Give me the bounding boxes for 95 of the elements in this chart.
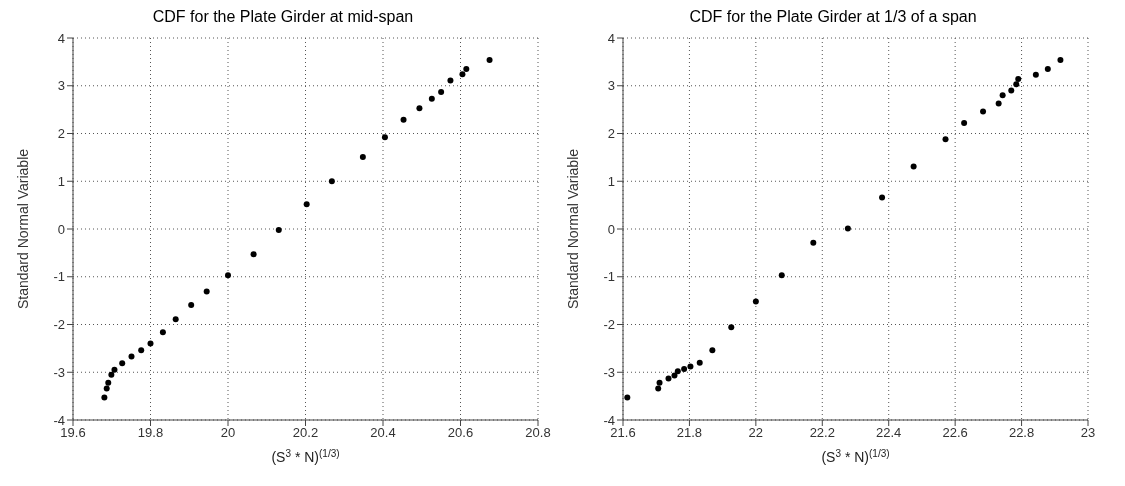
x-tick-label: 20.2 (292, 425, 319, 441)
y-axis-title: Standard Normal Variable (14, 148, 31, 310)
point (879, 194, 886, 201)
point (752, 298, 759, 305)
x-tick-label: 21.8 (676, 425, 703, 441)
point (1008, 87, 1015, 94)
point (359, 153, 366, 160)
point (108, 371, 115, 378)
x-axis-title: (S$^{3}$ * N)$^{(1/3)}$ (821, 447, 890, 465)
x-tick-label: 20.6 (447, 425, 474, 441)
point (463, 66, 470, 73)
point (101, 394, 108, 401)
chart-title: CDF for the Plate Girder at 1/3 of a span (688, 8, 978, 27)
y-tick-label: 0 (607, 221, 615, 237)
point (961, 120, 968, 126)
y-tick-label: -3 (603, 364, 615, 380)
x-tick-label: 21.6 (610, 425, 636, 441)
point (1044, 66, 1051, 73)
y-tick-label: 3 (607, 78, 615, 94)
point (428, 95, 435, 102)
y-tick-label: -1 (603, 269, 615, 285)
y-tick-label: -2 (603, 317, 615, 333)
x-tick-label: 19.8 (137, 425, 164, 441)
point (1032, 71, 1039, 78)
point (995, 100, 1002, 107)
point (303, 201, 310, 208)
x-tick-label: 22.6 (942, 425, 968, 441)
point (1057, 56, 1064, 63)
point (381, 134, 388, 141)
point (111, 366, 118, 373)
point (624, 394, 631, 401)
point (105, 379, 112, 386)
point (665, 375, 672, 382)
x-tick-label: 22 (748, 425, 764, 441)
y-tick-label: 1 (607, 173, 615, 189)
point (696, 359, 703, 366)
y-tick-label: -1 (53, 269, 65, 285)
point (671, 372, 678, 379)
point (188, 301, 195, 308)
point (103, 385, 110, 392)
x-axis-title: (S$^{3}$ * N)$^{(1/3)}$ (271, 447, 340, 465)
y-axis-title: Standard Normal Variable (564, 148, 581, 310)
point (225, 272, 231, 279)
y-tick-label: -4 (603, 412, 615, 428)
point (709, 347, 716, 354)
point (159, 329, 166, 336)
point (147, 340, 154, 347)
y-tick-label: -2 (53, 317, 65, 333)
point (138, 347, 145, 354)
point (674, 368, 681, 375)
y-tick-label: 1 (57, 173, 65, 189)
point (844, 225, 851, 232)
y-tick-label: 3 (57, 78, 65, 94)
point (275, 226, 282, 233)
point (687, 363, 694, 370)
y-tick-label: -4 (53, 412, 65, 428)
point (810, 239, 817, 246)
point (728, 324, 735, 331)
x-tick-label: 22.2 (809, 425, 835, 441)
point (778, 272, 785, 279)
point (447, 77, 454, 84)
point (980, 108, 987, 115)
x-tick-label: 20 (220, 425, 236, 441)
x-tick-label: 22.8 (1008, 425, 1035, 441)
x-tick-label: 22.4 (876, 425, 902, 441)
point (128, 353, 135, 360)
point (910, 163, 917, 170)
point (656, 379, 663, 386)
x-tick-label: 20.4 (370, 425, 396, 441)
point (459, 71, 466, 78)
point (1015, 76, 1022, 83)
point (400, 116, 407, 123)
point (203, 288, 210, 295)
point (416, 105, 423, 112)
y-tick-label: 2 (607, 126, 615, 142)
point (486, 56, 493, 63)
point (1013, 81, 1020, 88)
y-tick-label: -3 (53, 364, 65, 380)
point (438, 88, 445, 95)
chart-title: CDF for the Plate Girder at mid-span (151, 8, 415, 27)
point (250, 251, 257, 258)
point (119, 360, 126, 367)
point (172, 316, 179, 323)
point (655, 385, 662, 392)
y-tick-label: 0 (57, 221, 65, 237)
point (999, 92, 1006, 99)
y-tick-label: 4 (57, 30, 65, 46)
x-tick-label: 23 (1080, 425, 1096, 441)
x-tick-label: 20.8 (525, 425, 551, 441)
y-tick-label: 4 (607, 30, 615, 46)
x-tick-label: 19.6 (60, 425, 86, 441)
point (328, 178, 335, 185)
point (681, 365, 688, 372)
y-tick-label: 2 (57, 126, 65, 142)
point (942, 136, 949, 143)
